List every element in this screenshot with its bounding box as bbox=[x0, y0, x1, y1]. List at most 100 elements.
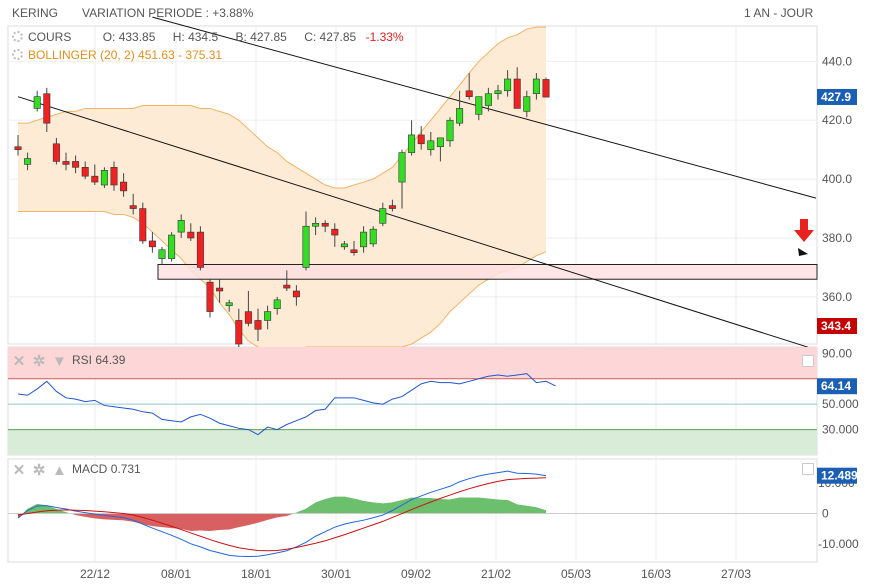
period-selector[interactable]: 1 AN - JOUR bbox=[744, 6, 814, 20]
rsi-value: 64.39 bbox=[95, 353, 126, 367]
panel-frame-2 bbox=[7, 458, 818, 563]
change-value: -1.33% bbox=[365, 30, 404, 44]
macd-value: 0.731 bbox=[110, 462, 141, 476]
candle-body bbox=[302, 225, 310, 268]
rsi-label: RSI bbox=[72, 353, 93, 367]
y-tick-label: 400.0 bbox=[822, 172, 852, 186]
arrow-up-icon[interactable]: ▲ bbox=[52, 462, 67, 479]
x-tick-label: 30/01 bbox=[321, 567, 351, 581]
last-price-badge: 427.9 bbox=[821, 90, 851, 104]
candle-body bbox=[273, 299, 281, 309]
x-tick-label: 21/02 bbox=[481, 567, 511, 581]
candle-body bbox=[427, 140, 435, 150]
x-tick-label: 22/12 bbox=[80, 567, 110, 581]
symbol-label: KERING bbox=[12, 6, 59, 20]
gear-icon[interactable] bbox=[12, 31, 23, 42]
candle-body bbox=[321, 222, 329, 227]
candle-body bbox=[148, 240, 156, 248]
candle-body bbox=[542, 79, 550, 98]
bollinger-upper-line bbox=[18, 26, 546, 189]
rsi-toggle-checkbox[interactable] bbox=[802, 355, 814, 367]
gear-icon[interactable]: ✲ bbox=[32, 353, 46, 370]
rsi-y-tick-label: 50.000 bbox=[822, 397, 859, 411]
candle-body bbox=[312, 222, 320, 227]
gear-icon[interactable] bbox=[12, 49, 23, 60]
candle-body bbox=[465, 90, 473, 97]
candle-body bbox=[158, 249, 166, 259]
macd-y-tick-label: -10.000 bbox=[818, 537, 859, 551]
macd-y-tick-label: 0 bbox=[822, 507, 829, 521]
x-tick-label: 05/03 bbox=[561, 567, 591, 581]
trendline-arrowhead bbox=[798, 248, 808, 256]
candle-body bbox=[398, 152, 406, 183]
candle-body bbox=[43, 93, 51, 124]
macd-last-badge: 12.489 bbox=[821, 469, 858, 483]
candle-body bbox=[139, 208, 147, 242]
y-tick-label: 420.0 bbox=[822, 113, 852, 127]
candle-body bbox=[340, 243, 348, 248]
candle-body bbox=[436, 137, 444, 148]
candle-body bbox=[475, 96, 483, 115]
candle-body bbox=[216, 287, 224, 292]
price-legend: COURS O: 433.85 H: 434.5 B: 427.85 C: 42… bbox=[12, 30, 404, 44]
candle-body bbox=[331, 228, 339, 236]
close-icon[interactable]: ✕ bbox=[12, 353, 26, 370]
candle-body bbox=[292, 290, 300, 298]
candle-body bbox=[120, 181, 128, 192]
support-zone bbox=[157, 264, 818, 280]
candle-body bbox=[523, 96, 531, 112]
last-price-badge-bg bbox=[817, 88, 857, 105]
rsi-legend: ✕ ✲ ▼ RSI 64.39 bbox=[12, 353, 126, 370]
candle-body bbox=[72, 161, 80, 168]
x-tick-label: 16/03 bbox=[641, 567, 671, 581]
last-low-badge-bg bbox=[817, 318, 857, 334]
bollinger-label: BOLLINGER (20, 2) 451.63 - 375.31 bbox=[28, 48, 223, 62]
candle-body bbox=[100, 169, 108, 186]
close-icon[interactable]: ✕ bbox=[12, 462, 26, 479]
candle-body bbox=[369, 228, 377, 245]
candle-body bbox=[388, 205, 396, 209]
rsi-line bbox=[17, 373, 556, 436]
candle-body bbox=[446, 119, 454, 142]
candle-body bbox=[283, 284, 291, 289]
x-tick-label: 18/01 bbox=[241, 567, 271, 581]
macd-signal-line bbox=[17, 477, 547, 552]
y-tick-label: 360.0 bbox=[822, 290, 852, 304]
variation-label: VARIATION PERIODE : +3.88% bbox=[82, 6, 254, 20]
candle-body bbox=[91, 175, 99, 183]
candle-body bbox=[532, 78, 540, 95]
arrow-down-icon[interactable]: ▼ bbox=[52, 353, 67, 370]
candle-body bbox=[129, 205, 137, 209]
bollinger-legend: BOLLINGER (20, 2) 451.63 - 375.31 bbox=[12, 48, 222, 62]
candle-body bbox=[52, 143, 60, 162]
candle-body bbox=[350, 249, 358, 254]
candle-body bbox=[264, 311, 272, 321]
candle-body bbox=[225, 302, 233, 307]
candle-body bbox=[254, 320, 262, 330]
candle-body bbox=[244, 311, 252, 324]
candle-body bbox=[187, 231, 195, 239]
candle-body bbox=[24, 158, 32, 165]
rsi-last-badge-bg bbox=[817, 378, 857, 395]
candle-body bbox=[456, 108, 464, 124]
macd-label: MACD bbox=[72, 462, 108, 476]
candle-body bbox=[14, 146, 22, 150]
header-bar: KERING VARIATION PERIODE : +3.88% 1 AN -… bbox=[0, 0, 869, 26]
macd-histogram-positive bbox=[18, 496, 546, 514]
macd-toggle-checkbox[interactable] bbox=[802, 463, 814, 475]
candle-body bbox=[379, 208, 387, 224]
macd-line bbox=[17, 470, 547, 558]
macd-histogram-negative bbox=[18, 513, 294, 531]
cours-label: COURS bbox=[28, 30, 72, 44]
low-value: B: 427.85 bbox=[235, 30, 287, 44]
rsi-y-tick-label: 30.000 bbox=[822, 423, 859, 437]
candle-body bbox=[417, 134, 425, 145]
candle-body bbox=[206, 281, 214, 312]
alert-arrow-icon bbox=[794, 219, 814, 242]
rsi-oversold-zone bbox=[8, 429, 817, 455]
gear-icon[interactable]: ✲ bbox=[32, 462, 46, 479]
y-tick-label: 440.0 bbox=[822, 54, 852, 68]
x-tick-label: 27/03 bbox=[721, 567, 751, 581]
candle-body bbox=[484, 93, 492, 106]
